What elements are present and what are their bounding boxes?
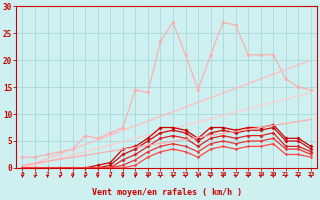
X-axis label: Vent moyen/en rafales ( km/h ): Vent moyen/en rafales ( km/h ) [92, 188, 242, 197]
